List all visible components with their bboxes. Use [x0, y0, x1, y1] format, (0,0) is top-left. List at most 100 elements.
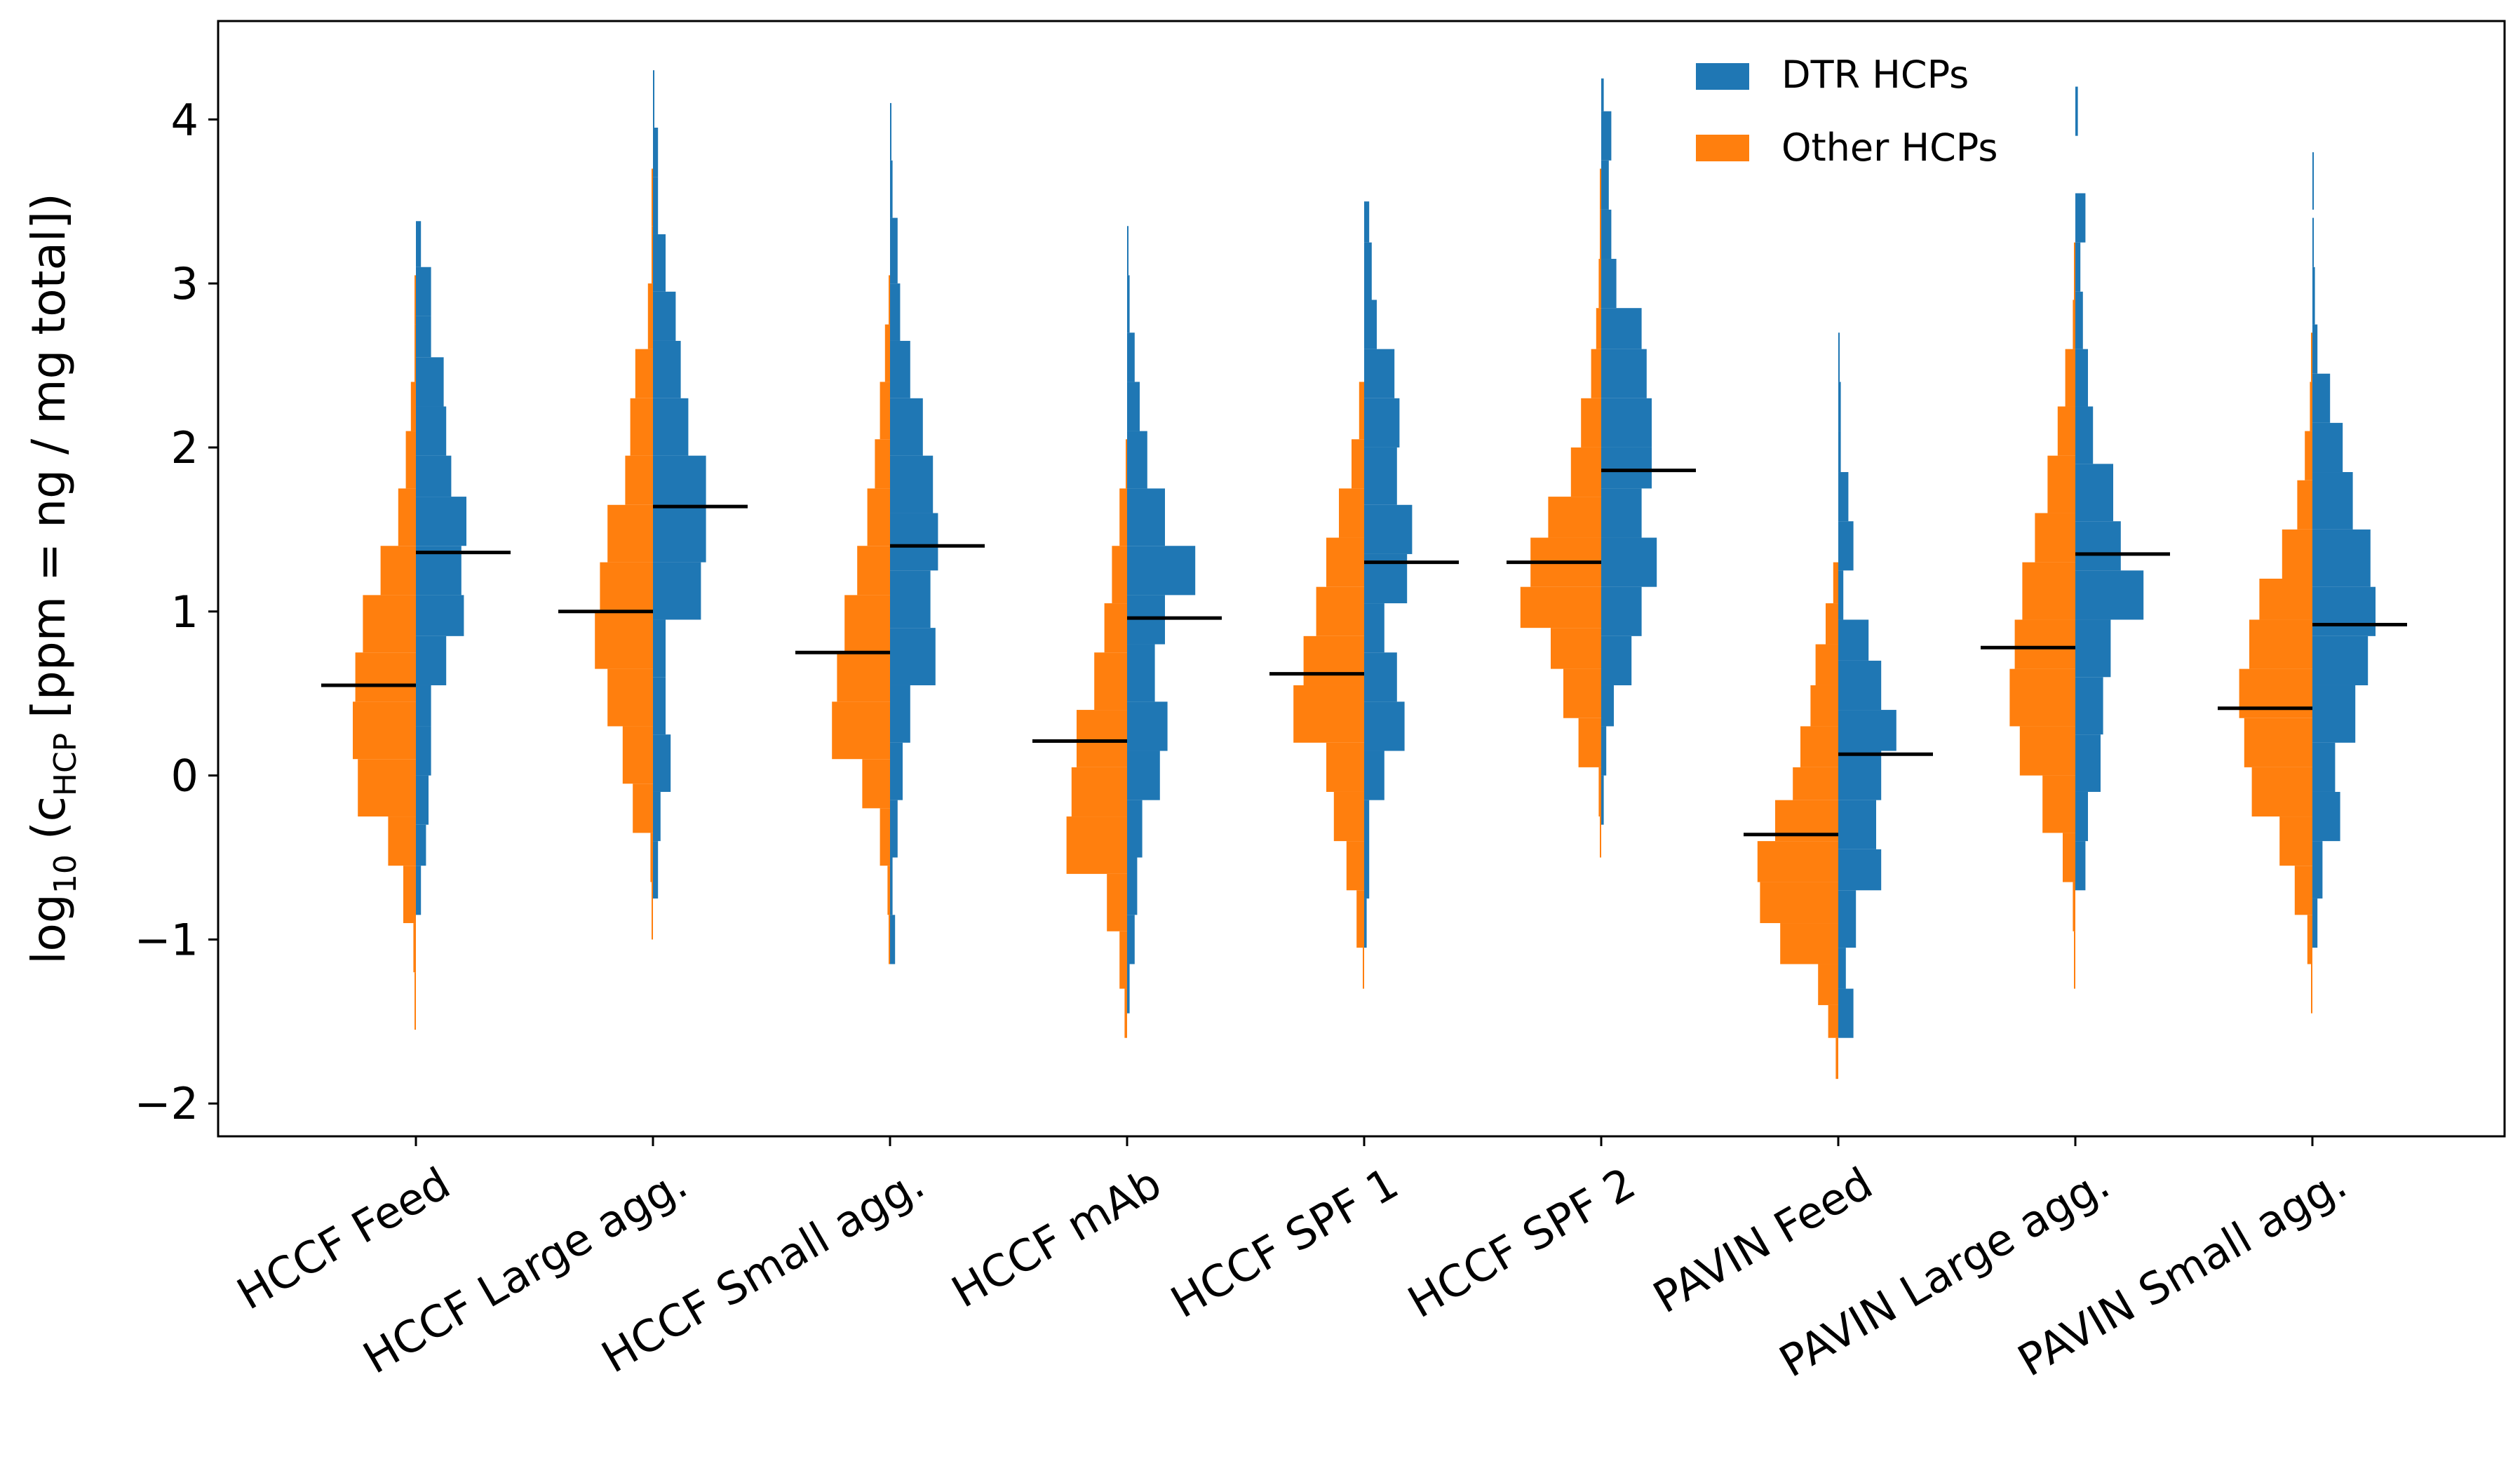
bar-other-hccf-large-agg-2 [633, 783, 653, 833]
bar-dtr-hccf-spf-1-5 [1364, 652, 1397, 702]
bar-dtr-pavin-large-agg-13 [2075, 86, 2078, 136]
bar-dtr-hccf-mab-10 [1127, 431, 1147, 489]
bar-dtr-hccf-mab-1 [1127, 915, 1135, 964]
bar-dtr-hccf-spf-1-11 [1364, 349, 1395, 398]
bar-other-hccf-small-agg-7 [857, 546, 890, 596]
bar-other-hccf-large-agg-10 [635, 349, 653, 398]
bar-other-pavin-small-agg-7 [2249, 619, 2312, 669]
bar-dtr-hccf-large-agg-0 [653, 841, 659, 899]
bar-other-hccf-small-agg-8 [867, 488, 890, 546]
x-tick-label-hccf-spf-1: HCCF SPF 1 [1162, 1157, 1406, 1328]
y-tick-label-4: 2 [171, 422, 198, 473]
bar-dtr-pavin-large-agg-0 [2075, 841, 2086, 891]
bar-dtr-hccf-small-agg-4 [890, 685, 910, 743]
bar-dtr-hccf-mab-4 [1127, 751, 1160, 800]
bar-other-hccf-spf-2-10 [1591, 349, 1601, 398]
bar-other-hccf-spf-1-3 [1333, 791, 1364, 842]
bar-dtr-hccf-spf-2-12 [1601, 209, 1612, 260]
bar-other-hccf-spf-1-8 [1326, 537, 1364, 587]
bar-dtr-pavin-small-agg-0 [2312, 898, 2318, 948]
bar-dtr-pavin-large-agg-6 [2075, 521, 2121, 571]
bar-dtr-pavin-feed-6 [1838, 710, 1896, 751]
bar-other-pavin-large-agg-12 [2073, 300, 2075, 349]
bar-other-hccf-feed-0 [415, 972, 416, 1030]
bar-dtr-hccf-spf-2-9 [1601, 349, 1647, 398]
y-tick-label-0: −2 [135, 1078, 198, 1129]
bar-other-pavin-feed-3 [1780, 923, 1838, 964]
bar-dtr-hccf-spf-1-14 [1364, 201, 1370, 243]
x-tick-label-pavin-feed: PAVIN Feed [1645, 1157, 1881, 1324]
bar-other-pavin-large-agg-7 [2022, 562, 2075, 620]
bar-other-hccf-feed-3 [388, 816, 416, 866]
bar-dtr-hccf-feed-9 [416, 455, 452, 497]
legend: DTR HCPs Other HCPs [1696, 53, 1998, 170]
bar-other-pavin-large-agg-13 [2074, 242, 2075, 300]
bar-other-pavin-small-agg-1 [2307, 915, 2312, 964]
y-axis-label-suffix: [ppm = ng / mg total]) [22, 193, 76, 733]
bar-other-pavin-feed-8 [1800, 726, 1838, 767]
bar-dtr-hccf-spf-1-2 [1364, 800, 1370, 858]
bar-dtr-hccf-spf-1-1 [1364, 857, 1370, 899]
bar-dtr-hccf-spf-2-2 [1601, 685, 1614, 727]
bar-other-hccf-spf-2-12 [1598, 259, 1601, 309]
bar-dtr-hccf-feed-5 [416, 635, 447, 685]
bar-dtr-pavin-small-agg-9 [2312, 422, 2343, 473]
bar-other-hccf-large-agg-0 [652, 882, 653, 940]
bar-dtr-pavin-small-agg-1 [2312, 841, 2323, 899]
bar-other-hccf-small-agg-5 [837, 652, 890, 702]
bar-other-pavin-small-agg-8 [2259, 579, 2312, 620]
bar-dtr-hccf-small-agg-8 [890, 455, 934, 513]
bar-other-hccf-mab-4 [1071, 767, 1127, 817]
median-lines [321, 469, 2407, 837]
y-tick-label-1: −1 [135, 914, 198, 965]
bar-other-hccf-spf-1-11 [1359, 382, 1364, 440]
bar-dtr-hccf-large-agg-14 [653, 70, 654, 128]
bar-dtr-pavin-feed-3 [1838, 849, 1882, 891]
bar-dtr-hccf-large-agg-11 [653, 234, 666, 292]
bar-other-hccf-mab-0 [1124, 988, 1127, 1038]
bar-dtr-hccf-mab-12 [1127, 332, 1135, 382]
bar-dtr-pavin-feed-9 [1838, 570, 1844, 620]
bar-other-hccf-feed-2 [403, 866, 416, 924]
bar-other-hccf-large-agg-9 [630, 398, 653, 456]
bar-other-hccf-large-agg-6 [600, 562, 653, 612]
bar-dtr-hccf-small-agg-6 [890, 570, 931, 628]
bar-other-hccf-spf-2-11 [1596, 308, 1601, 349]
bar-dtr-hccf-feed-6 [416, 595, 464, 636]
y-tick-label-3: 1 [171, 586, 198, 638]
bar-other-pavin-feed-11 [1826, 603, 1838, 645]
bar-dtr-hccf-mab-5 [1127, 701, 1168, 751]
bar-other-hccf-large-agg-12 [652, 226, 653, 284]
bar-dtr-hccf-small-agg-0 [890, 915, 896, 964]
bar-dtr-pavin-feed-13 [1838, 382, 1841, 431]
bar-other-hccf-feed-7 [363, 595, 416, 653]
bar-other-hccf-small-agg-0 [889, 915, 890, 964]
bar-other-hccf-feed-11 [410, 382, 416, 431]
bar-other-hccf-large-agg-3 [622, 726, 653, 784]
bar-other-hccf-spf-2-0 [1600, 816, 1601, 858]
bar-dtr-pavin-feed-14 [1838, 332, 1840, 382]
y-axis-label-sub1: 10 [48, 854, 83, 894]
bar-other-hccf-small-agg-4 [832, 701, 890, 760]
bar-dtr-hccf-mab-13 [1127, 275, 1130, 333]
bar-dtr-hccf-small-agg-1 [890, 857, 893, 915]
bar-other-hccf-small-agg-9 [875, 439, 890, 489]
bar-dtr-pavin-large-agg-1 [2075, 791, 2088, 842]
bar-other-hccf-small-agg-1 [887, 866, 890, 915]
bar-dtr-pavin-feed-8 [1838, 619, 1869, 661]
bar-other-hccf-spf-2-9 [1581, 398, 1601, 448]
bar-other-hccf-mab-8 [1112, 546, 1127, 604]
bar-other-hccf-large-agg-11 [647, 283, 653, 349]
x-tick-label-hccf-feed: HCCF Feed [229, 1157, 459, 1319]
bar-other-pavin-feed-0 [1835, 1037, 1838, 1079]
bar-dtr-hccf-spf-1-3 [1364, 751, 1384, 800]
bar-dtr-hccf-large-agg-10 [653, 291, 676, 341]
bar-other-hccf-feed-6 [355, 652, 416, 702]
bar-dtr-hccf-spf-1-4 [1364, 701, 1405, 751]
bar-dtr-pavin-small-agg-10 [2312, 373, 2331, 423]
bar-other-pavin-small-agg-10 [2297, 480, 2312, 530]
bar-dtr-hccf-large-agg-12 [653, 177, 659, 234]
bar-other-pavin-feed-10 [1815, 644, 1838, 685]
bar-other-hccf-spf-1-7 [1316, 586, 1364, 636]
